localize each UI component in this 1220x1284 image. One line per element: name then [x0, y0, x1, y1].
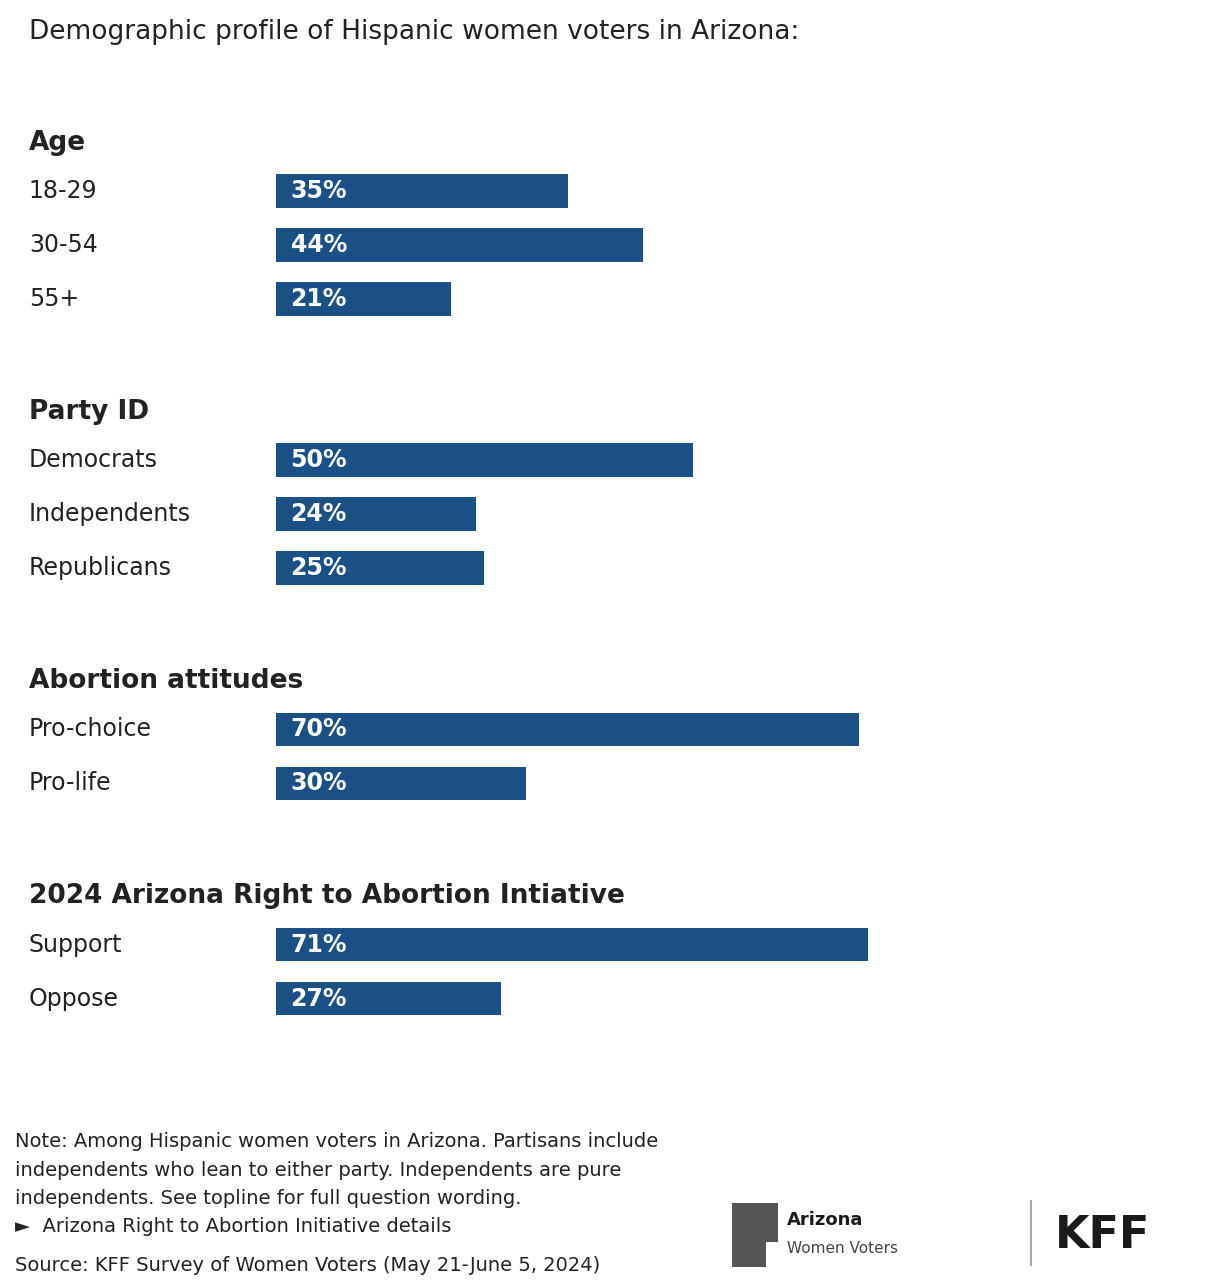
Bar [276, 175, 567, 208]
Text: 55+: 55+ [29, 286, 79, 311]
Text: Independents: Independents [29, 502, 192, 526]
Bar [276, 443, 693, 476]
Text: Age: Age [29, 130, 87, 155]
Text: Note: Among Hispanic women voters in Arizona. Partisans include: Note: Among Hispanic women voters in Ari… [15, 1132, 658, 1152]
Bar [276, 229, 643, 262]
Bar [276, 497, 476, 530]
Text: 70%: 70% [290, 718, 348, 741]
Text: 71%: 71% [290, 932, 348, 957]
Text: Demographic profile of Hispanic women voters in Arizona:: Demographic profile of Hispanic women vo… [29, 19, 799, 45]
Text: Arizona: Arizona [787, 1211, 864, 1229]
Bar [276, 928, 867, 962]
Text: 21%: 21% [290, 286, 346, 311]
Text: 44%: 44% [290, 232, 346, 257]
Bar [276, 551, 484, 586]
Text: 35%: 35% [290, 178, 348, 203]
Text: independents who lean to either party. Independents are pure: independents who lean to either party. I… [15, 1161, 621, 1180]
Text: KFF: KFF [1055, 1213, 1150, 1257]
Bar [276, 282, 451, 316]
Bar [276, 767, 526, 800]
Bar [276, 982, 501, 1016]
Text: Source: KFF Survey of Women Voters (May 21-June 5, 2024): Source: KFF Survey of Women Voters (May … [15, 1256, 600, 1275]
Text: Women Voters: Women Voters [787, 1240, 898, 1256]
Text: 30%: 30% [290, 772, 348, 796]
Text: Abortion attitudes: Abortion attitudes [29, 668, 303, 695]
Text: Oppose: Oppose [29, 986, 118, 1011]
Text: 2024 Arizona Right to Abortion Intiative: 2024 Arizona Right to Abortion Intiative [29, 883, 625, 909]
Text: Pro-choice: Pro-choice [29, 718, 152, 741]
Bar [276, 713, 859, 746]
Text: 50%: 50% [290, 448, 348, 473]
Text: 30-54: 30-54 [29, 232, 98, 257]
Text: 25%: 25% [290, 556, 348, 580]
Text: Pro-life: Pro-life [29, 772, 111, 796]
Text: 18-29: 18-29 [29, 178, 98, 203]
Text: Democrats: Democrats [29, 448, 157, 473]
Text: Party ID: Party ID [29, 399, 149, 425]
Text: ►  Arizona Right to Abortion Initiative details: ► Arizona Right to Abortion Initiative d… [15, 1217, 451, 1236]
Text: 27%: 27% [290, 986, 348, 1011]
Text: independents. See topline for full question wording.: independents. See topline for full quest… [15, 1189, 521, 1208]
Text: 24%: 24% [290, 502, 346, 526]
Text: Republicans: Republicans [29, 556, 172, 580]
Text: Support: Support [29, 932, 122, 957]
